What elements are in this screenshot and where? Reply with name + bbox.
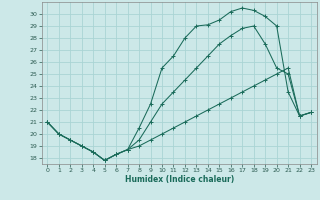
X-axis label: Humidex (Indice chaleur): Humidex (Indice chaleur): [124, 175, 234, 184]
